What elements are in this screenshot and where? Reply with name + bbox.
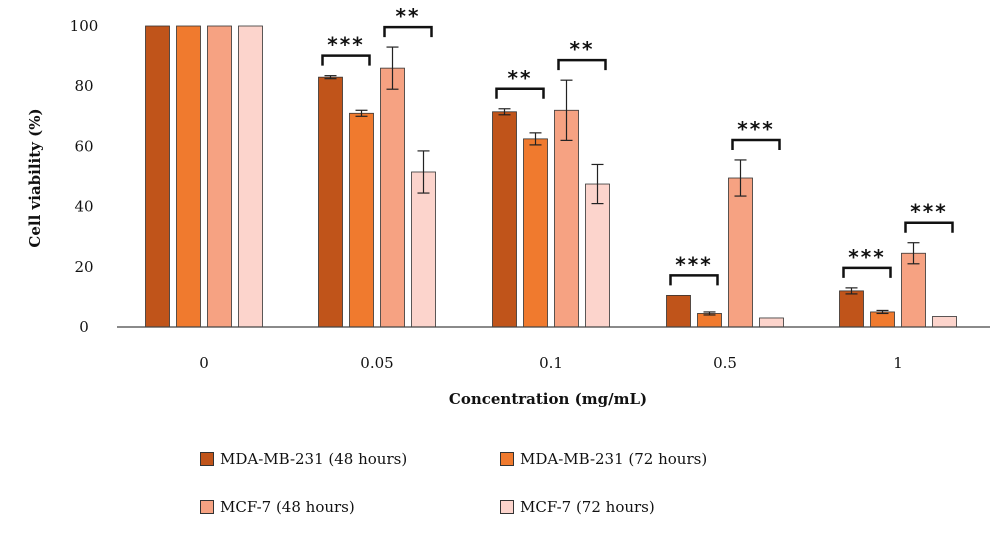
error-bar [703,311,716,316]
bar [380,67,405,328]
legend-swatch [200,452,214,466]
legend-label: MDA-MB-231 (48 hours) [220,450,408,468]
significance-bracket: *** [731,117,781,150]
legend-label: MCF-7 (48 hours) [220,498,355,516]
legend-swatch [500,500,514,514]
error-bars [324,46,920,316]
error-bar [876,309,889,315]
legend-item: MCF-7 (48 hours) [200,498,355,516]
bar [932,316,957,328]
x-tick-label: 0.05 [360,354,393,372]
bars [145,25,957,328]
significance-label: *** [848,245,885,269]
significance-label: ** [396,4,421,28]
significance-label: *** [737,117,774,141]
bar [839,290,864,328]
y-tick-label: 40 [74,198,93,216]
bar [318,76,343,328]
significance-bracket: *** [842,245,892,278]
y-tick-label: 100 [70,17,99,35]
error-bar [355,109,368,117]
legend-item: MDA-MB-231 (72 hours) [500,450,707,468]
bar [207,25,232,328]
bar [145,25,170,328]
legend-swatch [500,452,514,466]
significance-label: ** [508,66,533,90]
bar [870,311,895,328]
legend-item: MCF-7 (72 hours) [500,498,655,516]
error-bar [324,75,337,80]
error-bar [417,150,430,194]
bar [666,294,691,328]
bar [585,183,610,328]
error-bar [907,242,920,265]
error-bar [734,159,747,197]
significance-label: *** [675,252,712,276]
significance-bracket: *** [904,200,954,233]
y-axis-title: Cell viability (%) [26,108,44,247]
legend-item: MDA-MB-231 (48 hours) [200,450,407,468]
y-tick-label: 80 [74,77,93,95]
significance-bracket: *** [321,33,371,66]
significance-bracket: ** [383,4,433,38]
x-tick-label: 0 [199,354,209,372]
error-bar [560,79,573,141]
significance-label: *** [910,200,947,224]
bar [238,25,263,328]
error-bar [845,287,858,295]
error-bar [386,46,399,90]
bar [554,109,579,328]
significance-brackets: ********************* [321,4,954,286]
x-tick-label: 0.5 [713,354,737,372]
bar [728,177,753,328]
bar [349,112,374,328]
y-tick-label: 0 [79,318,89,336]
error-bar [591,163,604,205]
error-bar [498,108,511,116]
bar [523,138,548,328]
bar [759,317,784,328]
x-axis-ticks: 0 0.05 0.1 0.5 1 [199,354,903,372]
x-tick-label: 1 [893,354,903,372]
x-tick-label: 0.1 [539,354,563,372]
legend-label: MDA-MB-231 (72 hours) [520,450,708,468]
significance-bracket: ** [495,66,545,99]
y-axis-ticks: 0 20 40 60 80 100 [70,17,99,336]
error-bar [529,132,542,146]
bar [176,25,201,328]
significance-bracket: *** [669,252,719,286]
significance-label: ** [570,37,595,61]
bar [901,252,926,328]
x-axis-title: Concentration (mg/mL) [449,390,647,408]
significance-bracket: ** [557,37,607,71]
bar [492,111,517,328]
significance-label: *** [327,33,364,57]
y-tick-label: 60 [74,137,93,155]
bar [411,171,436,328]
y-tick-label: 20 [74,258,93,276]
legend-label: MCF-7 (72 hours) [520,498,655,516]
legend-swatch [200,500,214,514]
